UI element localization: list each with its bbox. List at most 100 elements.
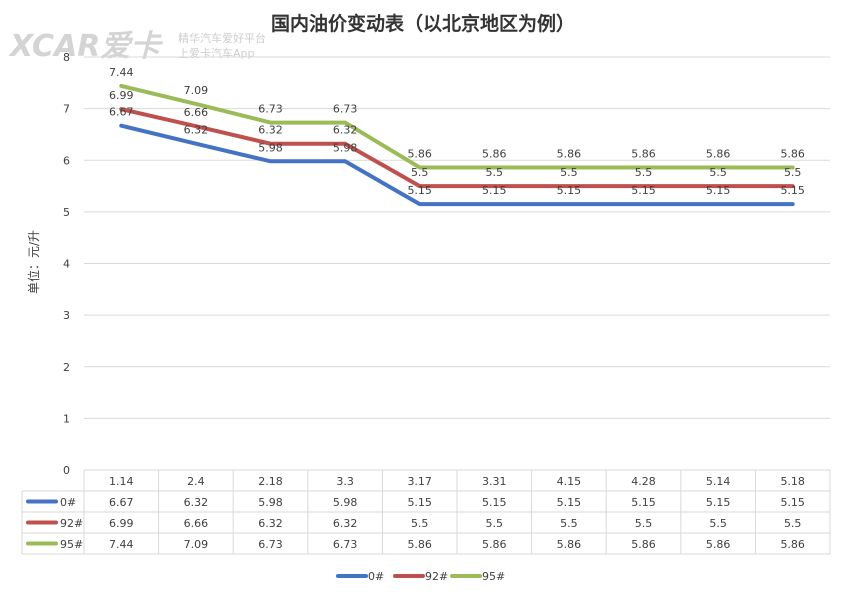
data-label: 5.15 — [780, 184, 805, 197]
watermark: XCAR爱卡 精华汽车爱好平台 上爱卡汽车App — [8, 29, 266, 64]
data-label: 7.44 — [109, 66, 134, 79]
series-line-0 — [119, 123, 795, 207]
table-cell: 5.5 — [784, 517, 802, 530]
y-tick-label: 4 — [63, 258, 70, 271]
table-cell: 5.86 — [631, 538, 656, 551]
data-table: 1.14 2.4 2.18 3.3 3.17 3.31 4.15 4.28 5.14 5.18 0#… — [21, 469, 831, 555]
data-labels: 6.67 6.32 5.98 5.98 5.15 5.15 5.15 5.15 5.15 5.15… — [109, 66, 805, 197]
x-tick-label: 1.14 — [109, 475, 134, 488]
data-label: 6.99 — [109, 89, 134, 102]
table-cell: 7.09 — [184, 538, 209, 551]
table-cell: 6.73 — [258, 538, 283, 551]
table-cell: 5.15 — [631, 496, 656, 509]
y-tick-label: 7 — [63, 103, 70, 116]
table-cell: 5.86 — [780, 538, 805, 551]
table-cell: 5.86 — [706, 538, 731, 551]
data-label: 5.86 — [482, 147, 507, 160]
legend: 0# 92# 95# — [336, 570, 505, 583]
y-tick-label: 0 — [63, 464, 70, 477]
data-label: 5.86 — [706, 147, 731, 160]
data-label: 6.32 — [333, 124, 358, 137]
table-cell: 5.5 — [709, 517, 727, 530]
y-tick-label: 3 — [63, 309, 70, 322]
table-cell: 6.32 — [258, 517, 283, 530]
table-cell: 6.32 — [333, 517, 358, 530]
data-label: 5.86 — [631, 147, 656, 160]
x-tick-label: 3.17 — [407, 475, 432, 488]
data-label: 5.15 — [631, 184, 656, 197]
data-label: 5.15 — [482, 184, 507, 197]
table-cell: 5.5 — [560, 517, 578, 530]
data-label: 6.66 — [184, 106, 209, 119]
y-tick-label: 8 — [63, 51, 70, 64]
data-label: 5.5 — [635, 166, 653, 179]
data-label: 5.5 — [486, 166, 504, 179]
table-cell: 5.15 — [407, 496, 432, 509]
data-label: 5.98 — [333, 141, 358, 154]
table-cell: 6.67 — [109, 496, 134, 509]
data-label: 5.5 — [784, 166, 802, 179]
x-tick-label: 2.4 — [187, 475, 205, 488]
table-cell: 5.98 — [333, 496, 358, 509]
data-label: 5.86 — [780, 147, 805, 160]
data-label: 5.86 — [407, 147, 432, 160]
table-cell: 5.86 — [482, 538, 507, 551]
table-cell: 5.5 — [635, 517, 653, 530]
table-cell: 7.44 — [109, 538, 134, 551]
table-cell: 5.15 — [557, 496, 582, 509]
x-tick-label: 3.3 — [336, 475, 354, 488]
data-label: 6.73 — [333, 103, 358, 116]
table-series-name: 0# — [60, 496, 76, 509]
legend-label: 0# — [368, 570, 384, 583]
table-cell: 5.98 — [258, 496, 283, 509]
x-tick-label: 2.18 — [258, 475, 283, 488]
table-cell: 5.15 — [780, 496, 805, 509]
table-cell: 6.73 — [333, 538, 358, 551]
table-series-name: 92# — [60, 517, 83, 530]
data-label: 6.73 — [258, 103, 283, 116]
data-label: 7.09 — [184, 84, 209, 97]
x-tick-label: 5.14 — [706, 475, 731, 488]
y-tick-label: 2 — [63, 361, 70, 374]
data-label: 6.67 — [109, 106, 134, 119]
table-series-name: 95# — [60, 538, 83, 551]
data-label: 6.32 — [258, 124, 283, 137]
table-cell: 6.99 — [109, 517, 134, 530]
data-label: 5.5 — [411, 166, 429, 179]
series-line-1 — [119, 107, 795, 189]
x-tick-label: 4.28 — [631, 475, 656, 488]
x-tick-label: 5.18 — [780, 475, 805, 488]
data-label: 5.15 — [706, 184, 731, 197]
x-tick-label: 3.31 — [482, 475, 507, 488]
table-cell: 5.86 — [557, 538, 582, 551]
table-cell: 5.86 — [407, 538, 432, 551]
x-tick-label: 4.15 — [557, 475, 582, 488]
chart-title: 国内油价变动表（以北京地区为例） — [271, 12, 575, 35]
legend-label: 95# — [482, 570, 505, 583]
series-line-2 — [119, 83, 795, 170]
y-axis-label: 单位：元/升 — [26, 230, 41, 294]
data-label: 5.86 — [557, 147, 582, 160]
table-cell: 5.5 — [411, 517, 429, 530]
watermark-logo: XCAR爱卡 — [8, 29, 163, 64]
series-lines — [119, 83, 795, 207]
watermark-line1: 精华汽车爱好平台 — [178, 31, 266, 45]
table-cell: 6.66 — [184, 517, 209, 530]
y-tick-label: 1 — [63, 412, 70, 425]
data-label: 5.98 — [258, 141, 283, 154]
table-cell: 5.15 — [706, 496, 731, 509]
watermark-line2: 上爱卡汽车App — [178, 46, 255, 60]
y-tick-labels: 0 1 2 3 4 5 6 7 8 — [63, 51, 70, 477]
data-label: 5.15 — [557, 184, 582, 197]
data-label: 5.5 — [709, 166, 727, 179]
table-cell: 6.32 — [184, 496, 209, 509]
table-cell: 5.15 — [482, 496, 507, 509]
y-tick-label: 6 — [63, 154, 70, 167]
data-label: 5.15 — [407, 184, 432, 197]
y-tick-label: 5 — [63, 206, 70, 219]
data-label: 5.5 — [560, 166, 578, 179]
legend-label: 92# — [425, 570, 448, 583]
table-cell: 5.5 — [486, 517, 504, 530]
data-label: 6.32 — [184, 124, 209, 137]
